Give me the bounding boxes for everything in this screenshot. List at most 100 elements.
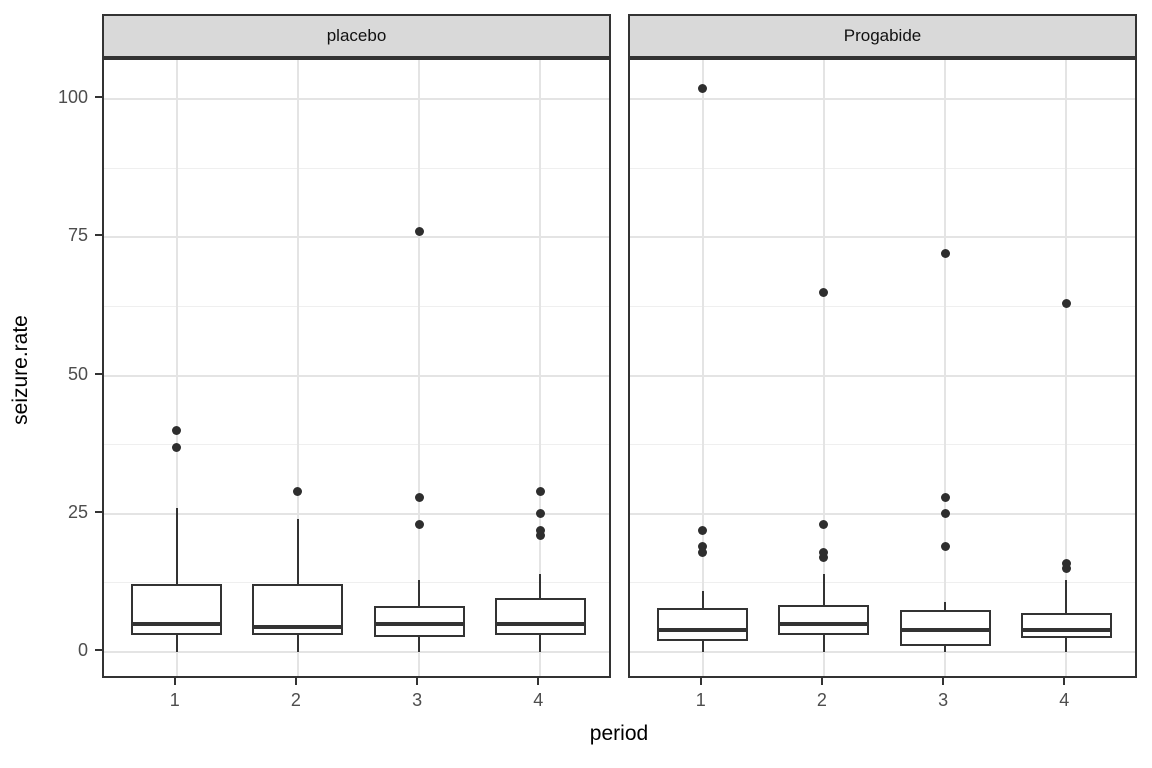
outlier-point — [172, 442, 182, 452]
minor-gridline — [630, 305, 1135, 307]
boxplot-median — [778, 622, 870, 627]
minor-gridline — [630, 444, 1135, 446]
x-axis-tick — [820, 678, 823, 685]
y-tick-label: 25 — [67, 501, 88, 522]
y-axis-title: seizure.rate — [9, 315, 32, 425]
y-tick-label: 100 — [57, 87, 88, 108]
y-tick-label: 0 — [77, 639, 88, 660]
outlier-point — [819, 288, 829, 298]
outlier-point — [535, 487, 545, 497]
outlier-point — [698, 83, 708, 93]
boxplot-median — [373, 622, 465, 627]
y-axis-tick — [95, 510, 102, 513]
x-axis-title: period — [589, 722, 649, 745]
boxplot-median — [1020, 627, 1112, 632]
x-axis-tick — [294, 678, 297, 685]
vertical-gridline — [418, 60, 421, 676]
vertical-gridline — [175, 60, 178, 676]
y-axis-tick — [95, 372, 102, 375]
outlier-point — [535, 531, 545, 541]
facet-strip-progabide: Progabide — [628, 14, 1137, 58]
major-gridline — [104, 98, 609, 101]
outlier-point — [819, 520, 829, 530]
outlier-point — [535, 509, 545, 519]
outlier-point — [940, 492, 950, 502]
outlier-point — [172, 426, 182, 436]
boxplot-median — [494, 622, 586, 627]
x-tick-label: 2 — [290, 690, 301, 710]
vertical-gridline — [1065, 60, 1068, 676]
outlier-point — [940, 249, 950, 259]
x-tick-label: 2 — [816, 690, 827, 710]
x-tick-label: 1 — [695, 690, 706, 710]
minor-gridline — [104, 305, 609, 307]
boxplot-median — [252, 624, 344, 629]
outlier-point — [819, 553, 829, 563]
boxplot-box — [778, 604, 870, 636]
minor-gridline — [104, 167, 609, 169]
outlier-point — [940, 509, 950, 519]
facet-strip-placebo: placebo — [102, 14, 611, 58]
x-axis-tick — [537, 678, 540, 685]
boxplot-whisker — [175, 508, 178, 652]
boxplot-box — [657, 607, 749, 641]
major-gridline — [104, 650, 609, 653]
x-tick-label: 1 — [169, 690, 180, 710]
boxplot-box — [131, 584, 223, 636]
outlier-point — [940, 542, 950, 552]
outlier-point — [414, 227, 424, 237]
major-gridline — [630, 512, 1135, 515]
facet-panel-placebo — [102, 58, 611, 678]
boxplot-box — [1020, 613, 1112, 638]
outlier-point — [1061, 558, 1071, 568]
x-axis-tick — [699, 678, 702, 685]
major-gridline — [630, 236, 1135, 239]
x-tick-label: 3 — [938, 690, 949, 710]
boxplot-median — [657, 627, 749, 632]
y-axis-tick — [95, 234, 102, 237]
x-tick-label: 4 — [1059, 690, 1070, 710]
minor-gridline — [104, 582, 609, 584]
facet-strip-label: placebo — [326, 26, 387, 45]
facet-panel-progabide — [628, 58, 1137, 678]
x-axis-tick — [1063, 678, 1066, 685]
x-axis-tick — [173, 678, 176, 685]
vertical-gridline — [539, 60, 542, 676]
y-tick-label: 50 — [67, 363, 88, 384]
minor-gridline — [104, 444, 609, 446]
outlier-point — [414, 492, 424, 502]
major-gridline — [630, 650, 1135, 653]
boxplot-box — [494, 597, 586, 636]
outlier-point — [698, 542, 708, 552]
major-gridline — [104, 236, 609, 239]
outlier-point — [698, 525, 708, 535]
vertical-gridline — [944, 60, 947, 676]
y-axis-tick — [95, 96, 102, 99]
facet-strip-label: Progabide — [843, 26, 922, 45]
vertical-gridline — [296, 60, 299, 676]
vertical-gridline — [822, 60, 825, 676]
x-tick-label: 3 — [412, 690, 423, 710]
x-axis-tick — [416, 678, 419, 685]
outlier-point — [293, 487, 303, 497]
y-tick-label: 75 — [67, 225, 88, 246]
boxplot-median — [131, 622, 223, 627]
outlier-point — [819, 547, 829, 557]
minor-gridline — [630, 167, 1135, 169]
x-tick-label: 4 — [533, 690, 544, 710]
vertical-gridline — [701, 60, 704, 676]
outlier-point — [535, 525, 545, 535]
major-gridline — [104, 512, 609, 515]
outlier-point — [698, 547, 708, 557]
boxplot-median — [899, 627, 991, 632]
y-axis-tick — [95, 648, 102, 651]
major-gridline — [630, 98, 1135, 101]
major-gridline — [104, 374, 609, 377]
outlier-point — [414, 520, 424, 530]
boxplot-box — [373, 606, 465, 637]
minor-gridline — [630, 582, 1135, 584]
outlier-point — [1061, 564, 1071, 574]
outlier-point — [1061, 299, 1071, 309]
x-axis-tick — [942, 678, 945, 685]
